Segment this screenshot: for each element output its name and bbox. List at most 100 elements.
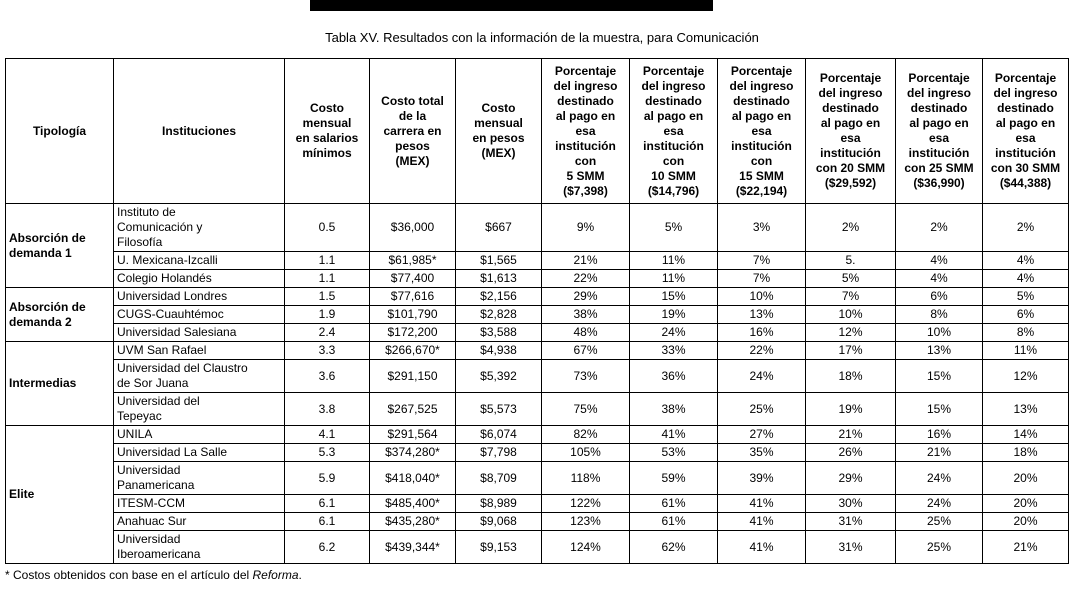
value-cell: 3.8	[284, 392, 370, 426]
header-costo-mensual-smm: Costo mensual en salarios mínimos	[284, 58, 370, 204]
value-cell: 67%	[541, 341, 630, 360]
value-cell: 5.	[805, 251, 896, 270]
value-cell: $2,828	[455, 305, 542, 324]
value-cell: 73%	[541, 359, 630, 393]
table-body: Absorción de demanda 1 Instituto de Comun…	[5, 203, 1069, 564]
institucion-cell: Universidad Salesiana	[113, 323, 285, 342]
value-cell: 61%	[629, 494, 718, 513]
footnote-period: .	[298, 568, 302, 582]
tipologia-cell: Absorción de demanda 2	[5, 287, 114, 342]
value-cell: 29%	[541, 287, 630, 306]
value-cell: 0.5	[284, 203, 370, 252]
value-cell: 59%	[629, 461, 718, 495]
value-cell: 4%	[895, 251, 983, 270]
value-cell: 82%	[541, 425, 630, 444]
value-cell: 1.5	[284, 287, 370, 306]
table-row: Anahuac Sur 6.1 $435,280* $9,068 123% 61% 41% 3…	[6, 512, 1069, 531]
value-cell: 41%	[717, 530, 806, 564]
value-cell: 29%	[805, 461, 896, 495]
value-cell: 4%	[895, 269, 983, 288]
value-cell: 8%	[982, 323, 1069, 342]
table-row: ITESM-CCM 6.1 $485,400* $8,989 122% 61% 41% 30%…	[6, 494, 1069, 513]
table-row: Absorción de demanda 1 Instituto de Comun…	[5, 203, 1069, 288]
value-cell: 11%	[629, 251, 718, 270]
value-cell: $1,613	[455, 269, 542, 288]
value-cell: 105%	[541, 443, 630, 462]
value-cell: $3,588	[455, 323, 542, 342]
header-costo-total-carrera: Costo total de la carrera en pesos (MEX)	[369, 58, 456, 204]
value-cell: 31%	[805, 530, 896, 564]
value-cell: 53%	[629, 443, 718, 462]
value-cell: $172,200	[369, 323, 456, 342]
value-cell: $101,790	[369, 305, 456, 324]
value-cell: 2%	[895, 203, 983, 252]
value-cell: $8,709	[455, 461, 542, 495]
value-cell: $8,989	[455, 494, 542, 513]
value-cell: $1,565	[455, 251, 542, 270]
value-cell: 10%	[717, 287, 806, 306]
value-cell: 1.9	[284, 305, 370, 324]
value-cell: 12%	[982, 359, 1069, 393]
value-cell: 26%	[805, 443, 896, 462]
value-cell: 11%	[629, 269, 718, 288]
value-cell: 11%	[982, 341, 1069, 360]
value-cell: $9,068	[455, 512, 542, 531]
value-cell: $4,938	[455, 341, 542, 360]
table-title: Tabla XV. Resultados con la información …	[325, 30, 759, 45]
footnote-text: * Costos obtenidos con base en el artícu…	[5, 568, 253, 582]
value-cell: $9,153	[455, 530, 542, 564]
footnote-source-name: Reforma	[252, 568, 299, 582]
value-cell: 35%	[717, 443, 806, 462]
value-cell: 31%	[805, 512, 896, 531]
value-cell: 19%	[629, 305, 718, 324]
value-cell: 25%	[717, 392, 806, 426]
value-cell: $36,000	[369, 203, 456, 252]
value-cell: 36%	[629, 359, 718, 393]
institucion-cell: Universidad La Salle	[113, 443, 285, 462]
table-row: Universidad Salesiana 2.4 $172,200 $3,588 48…	[6, 323, 1069, 342]
value-cell: $266,670*	[369, 341, 456, 360]
value-cell: 18%	[805, 359, 896, 393]
value-cell: 4%	[982, 269, 1069, 288]
value-cell: 15%	[629, 287, 718, 306]
value-cell: 39%	[717, 461, 806, 495]
table-header: Tipología Instituciones Costo mensual en…	[5, 58, 1069, 204]
value-cell: 19%	[805, 392, 896, 426]
header-pct-30smm: Porcentaje del ingreso destinado al pago…	[982, 58, 1069, 204]
value-cell: 6.2	[284, 530, 370, 564]
value-cell: 9%	[541, 203, 630, 252]
value-cell: 123%	[541, 512, 630, 531]
value-cell: 17%	[805, 341, 896, 360]
value-cell: $485,400*	[369, 494, 456, 513]
value-cell: 41%	[717, 494, 806, 513]
header-pct-20smm: Porcentaje del ingreso destinado al pago…	[805, 58, 896, 204]
value-cell: 38%	[629, 392, 718, 426]
value-cell: 16%	[717, 323, 806, 342]
value-cell: 2%	[805, 203, 896, 252]
value-cell: 15%	[895, 392, 983, 426]
table-row: Universidad del Tepeyac 3.8 $267,525 $5,573…	[6, 392, 1069, 426]
value-cell: 4.1	[284, 425, 370, 444]
value-cell: 7%	[717, 251, 806, 270]
value-cell: 61%	[629, 512, 718, 531]
value-cell: 2.4	[284, 323, 370, 342]
institucion-cell: U. Mexicana-Izcalli	[113, 251, 285, 270]
value-cell: 5%	[629, 203, 718, 252]
value-cell: 7%	[805, 287, 896, 306]
value-cell: 1.1	[284, 251, 370, 270]
value-cell: 25%	[895, 530, 983, 564]
value-cell: 10%	[895, 323, 983, 342]
value-cell: 5.9	[284, 461, 370, 495]
header-tipologia: Tipología	[5, 58, 114, 204]
header-instituciones: Instituciones	[113, 58, 285, 204]
table-row: Universidad Panamericana 5.9 $418,040* $8,7…	[6, 461, 1069, 495]
table-row: Colegio Holandés 1.1 $77,400 $1,613 22% 11% 7%…	[6, 269, 1069, 288]
value-cell: 2%	[982, 203, 1069, 252]
table-row: Universidad Iberoamericana 6.2 $439,344* $9…	[6, 530, 1069, 564]
value-cell: 20%	[982, 512, 1069, 531]
value-cell: 1.1	[284, 269, 370, 288]
value-cell: 27%	[717, 425, 806, 444]
value-cell: 25%	[895, 512, 983, 531]
value-cell: $439,344*	[369, 530, 456, 564]
